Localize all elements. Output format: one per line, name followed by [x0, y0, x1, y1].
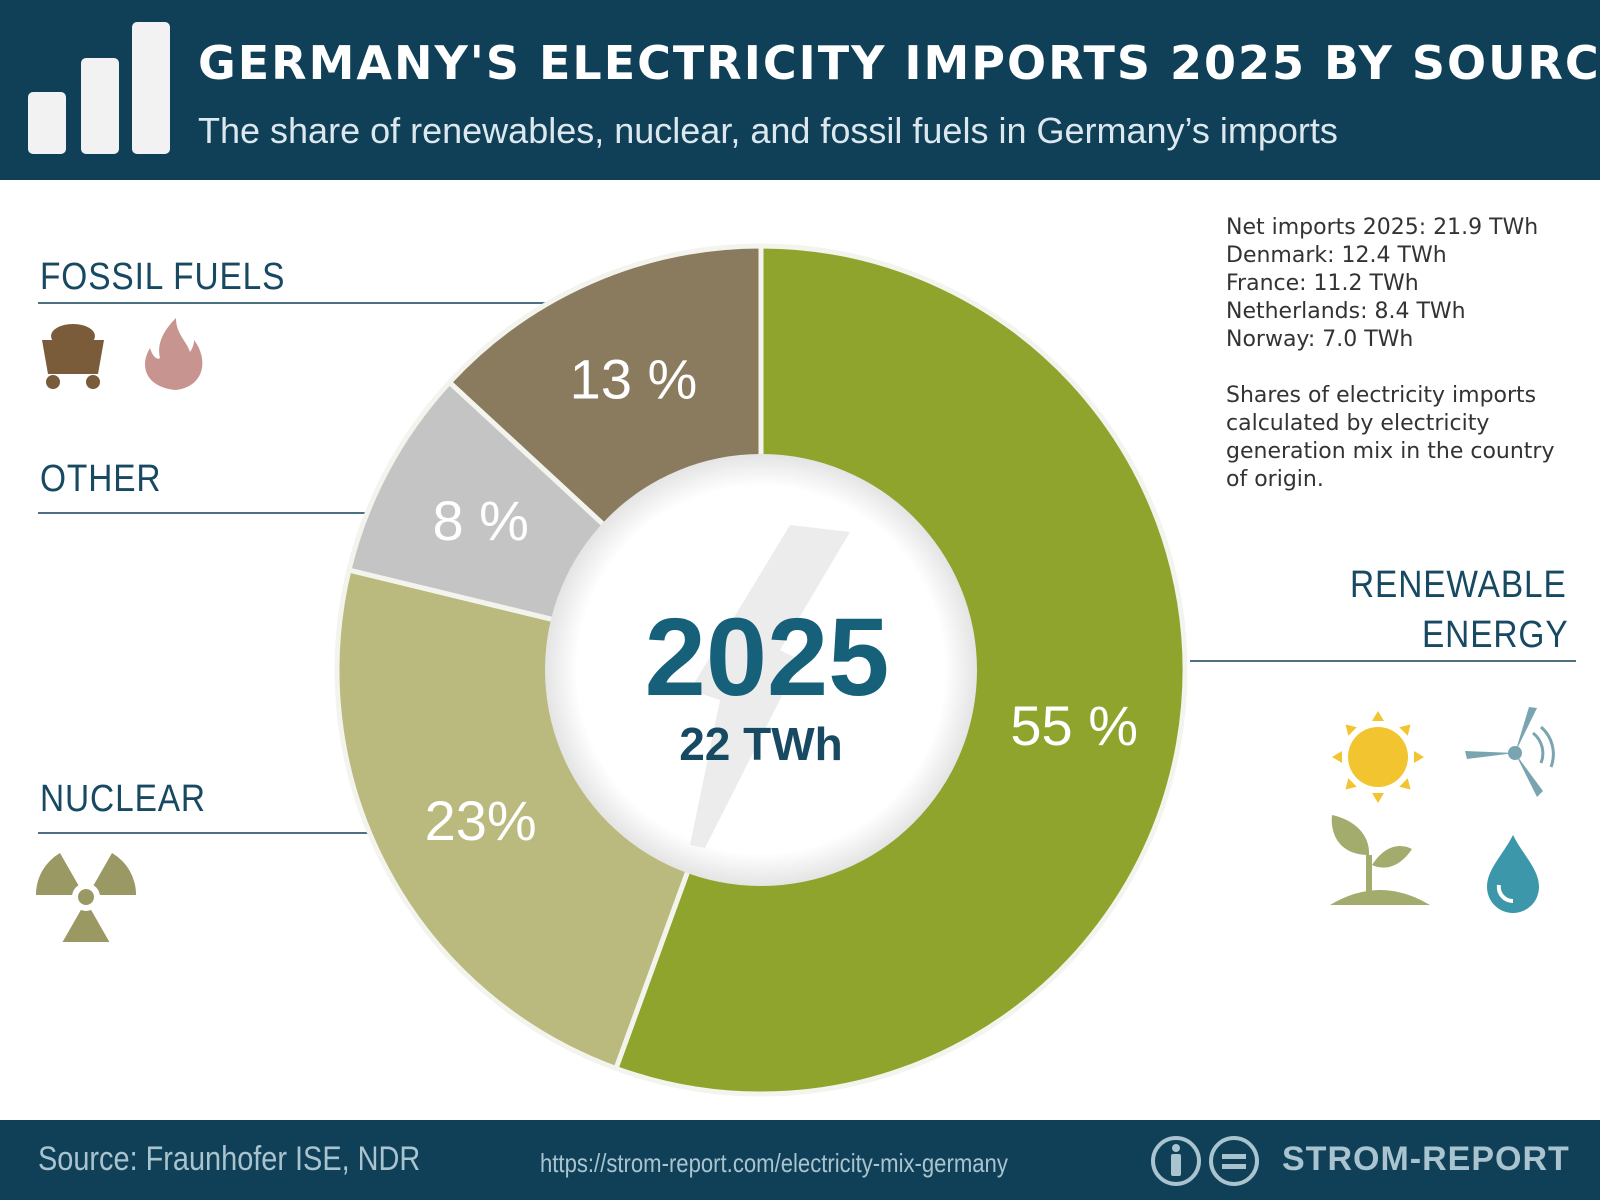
- header: GERMANY'S ELECTRICITY IMPORTS 2025 BY SO…: [0, 0, 1600, 180]
- slice-label-fossil-fuels: 13 %: [570, 348, 698, 411]
- water-drop-icon: [1487, 835, 1539, 913]
- note-explanation-4: of origin.: [1226, 467, 1324, 492]
- cc-license-icons[interactable]: [1150, 1134, 1262, 1188]
- slice-label-other: 8 %: [432, 489, 529, 552]
- plant-icon: [1330, 815, 1430, 905]
- brand-name: STROM-REPORT: [1282, 1140, 1570, 1178]
- label-other: OTHER: [40, 458, 162, 500]
- fossil-icons: [42, 318, 203, 390]
- note-explanation-1: Shares of electricity imports: [1226, 383, 1537, 408]
- note-net-imports: Net imports 2025: 21.9 TWh: [1226, 215, 1539, 240]
- sun-icon: [1332, 711, 1424, 803]
- page-subtitle: The share of renewables, nuclear, and fo…: [198, 110, 1338, 151]
- slice-label-nuclear: 23%: [425, 789, 537, 852]
- flame-icon: [145, 318, 203, 390]
- source-text: Source: Fraunhofer ISE, NDR: [38, 1140, 421, 1178]
- notes-panel: Net imports 2025: 21.9 TWh Denmark: 12.4…: [1226, 214, 1554, 494]
- page-title: GERMANY'S ELECTRICITY IMPORTS 2025 BY SO…: [198, 36, 1600, 90]
- note-explanation-3: generation mix in the country: [1226, 439, 1555, 464]
- coal-cart-icon: [42, 324, 104, 389]
- cc-nd-icon: [1209, 1136, 1259, 1186]
- note-norway: Norway: 7.0 TWh: [1226, 327, 1414, 352]
- note-france: France: 11.2 TWh: [1226, 271, 1419, 296]
- divider-nuclear: [38, 832, 368, 834]
- divider-renewable: [1190, 660, 1576, 662]
- footer: Source: Fraunhofer ISE, NDR https://stro…: [0, 1120, 1600, 1200]
- lightning-icon: [690, 525, 850, 848]
- cc-by-icon: [1151, 1136, 1201, 1186]
- renewable-icons: [1330, 707, 1555, 913]
- center-year: 2025: [645, 596, 890, 719]
- radiation-icon: [36, 853, 136, 942]
- label-renewable-2: ENERGY: [1422, 614, 1569, 656]
- wind-turbine-icon: [1465, 707, 1555, 797]
- note-explanation-2: calculated by electricity: [1226, 411, 1490, 436]
- bar-chart-logo-icon: [28, 22, 170, 154]
- note-netherlands: Netherlands: 8.4 TWh: [1226, 299, 1466, 324]
- label-renewable-1: RENEWABLE: [1350, 564, 1567, 606]
- divider-fossil: [38, 302, 548, 304]
- divider-other: [38, 512, 368, 514]
- slice-label-renewable-energy: 55 %: [1010, 694, 1138, 757]
- source-url-link[interactable]: https://strom-report.com/electricity-mix…: [540, 1148, 1008, 1178]
- note-denmark: Denmark: 12.4 TWh: [1226, 243, 1447, 268]
- center-total: 22 TWh: [679, 718, 843, 770]
- label-nuclear: NUCLEAR: [40, 778, 206, 820]
- label-fossil-fuels: FOSSIL FUELS: [40, 256, 286, 298]
